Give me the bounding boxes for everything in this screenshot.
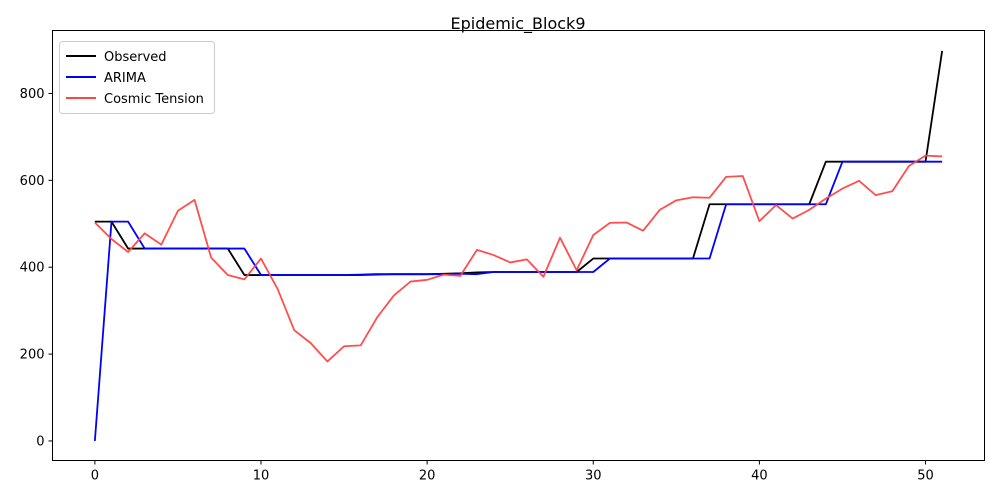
y-tick-label: 200 (20, 348, 45, 363)
x-tick-label: 30 (585, 469, 602, 484)
plot-area (93, 50, 944, 442)
x-tick-label: 10 (253, 469, 270, 484)
legend-label-arima: ARIMA (104, 71, 146, 86)
y-tick-label: 600 (20, 174, 45, 189)
series-line-arima (93, 160, 943, 442)
y-tick-label: 400 (20, 261, 45, 276)
x-axis: 0 10 20 30 40 50 (91, 460, 934, 484)
x-tick-label: 50 (917, 469, 934, 484)
legend: Observed ARIMA Cosmic Tension (59, 41, 215, 114)
legend-label-cosmic-tension: Cosmic Tension (104, 92, 204, 107)
y-tick-label: 800 (20, 87, 45, 102)
axes-frame (52, 30, 985, 461)
x-tick-label: 20 (419, 469, 436, 484)
x-tick-label: 40 (751, 469, 768, 484)
legend-label-observed: Observed (104, 50, 167, 65)
series-line-cosmic-tension (94, 154, 943, 363)
y-tick-label: 0 (36, 434, 44, 449)
y-axis: 0 200 400 600 800 (20, 87, 53, 449)
legend-box (59, 41, 215, 114)
chart-title: Epidemic_Block9 (451, 14, 586, 34)
x-tick-label: 0 (91, 469, 99, 484)
